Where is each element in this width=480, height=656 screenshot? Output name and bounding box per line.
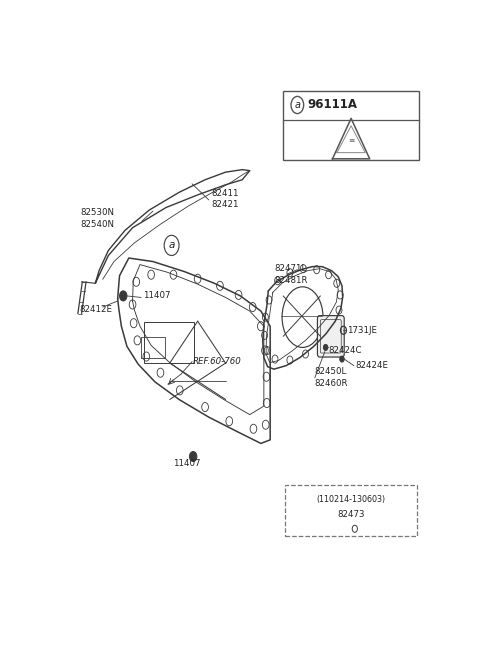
Text: 82424C: 82424C xyxy=(329,346,362,355)
Circle shape xyxy=(120,291,127,301)
Circle shape xyxy=(190,451,197,462)
Text: 1731JE: 1731JE xyxy=(347,326,377,335)
Text: REF.60-760: REF.60-760 xyxy=(193,357,242,365)
Text: 82424E: 82424E xyxy=(355,361,388,370)
Text: 82473: 82473 xyxy=(337,510,365,519)
Text: a: a xyxy=(294,100,300,110)
Text: 82471L
82481R: 82471L 82481R xyxy=(275,264,308,285)
Text: 82450L
82460R: 82450L 82460R xyxy=(314,367,348,388)
Text: 82412E: 82412E xyxy=(79,305,112,314)
FancyBboxPatch shape xyxy=(317,316,344,357)
Text: 82411
82421: 82411 82421 xyxy=(212,188,239,209)
Circle shape xyxy=(121,293,125,298)
Circle shape xyxy=(324,344,328,350)
Text: 82530N
82540N: 82530N 82540N xyxy=(80,208,114,229)
Text: a: a xyxy=(168,240,175,251)
Text: 11407: 11407 xyxy=(143,291,170,300)
FancyBboxPatch shape xyxy=(283,91,419,159)
Text: 96111A: 96111A xyxy=(307,98,358,112)
Text: ≡: ≡ xyxy=(348,136,354,144)
Circle shape xyxy=(340,356,344,362)
Text: (110214-130603): (110214-130603) xyxy=(316,495,385,504)
Circle shape xyxy=(192,454,195,459)
Text: 11407: 11407 xyxy=(173,459,200,468)
